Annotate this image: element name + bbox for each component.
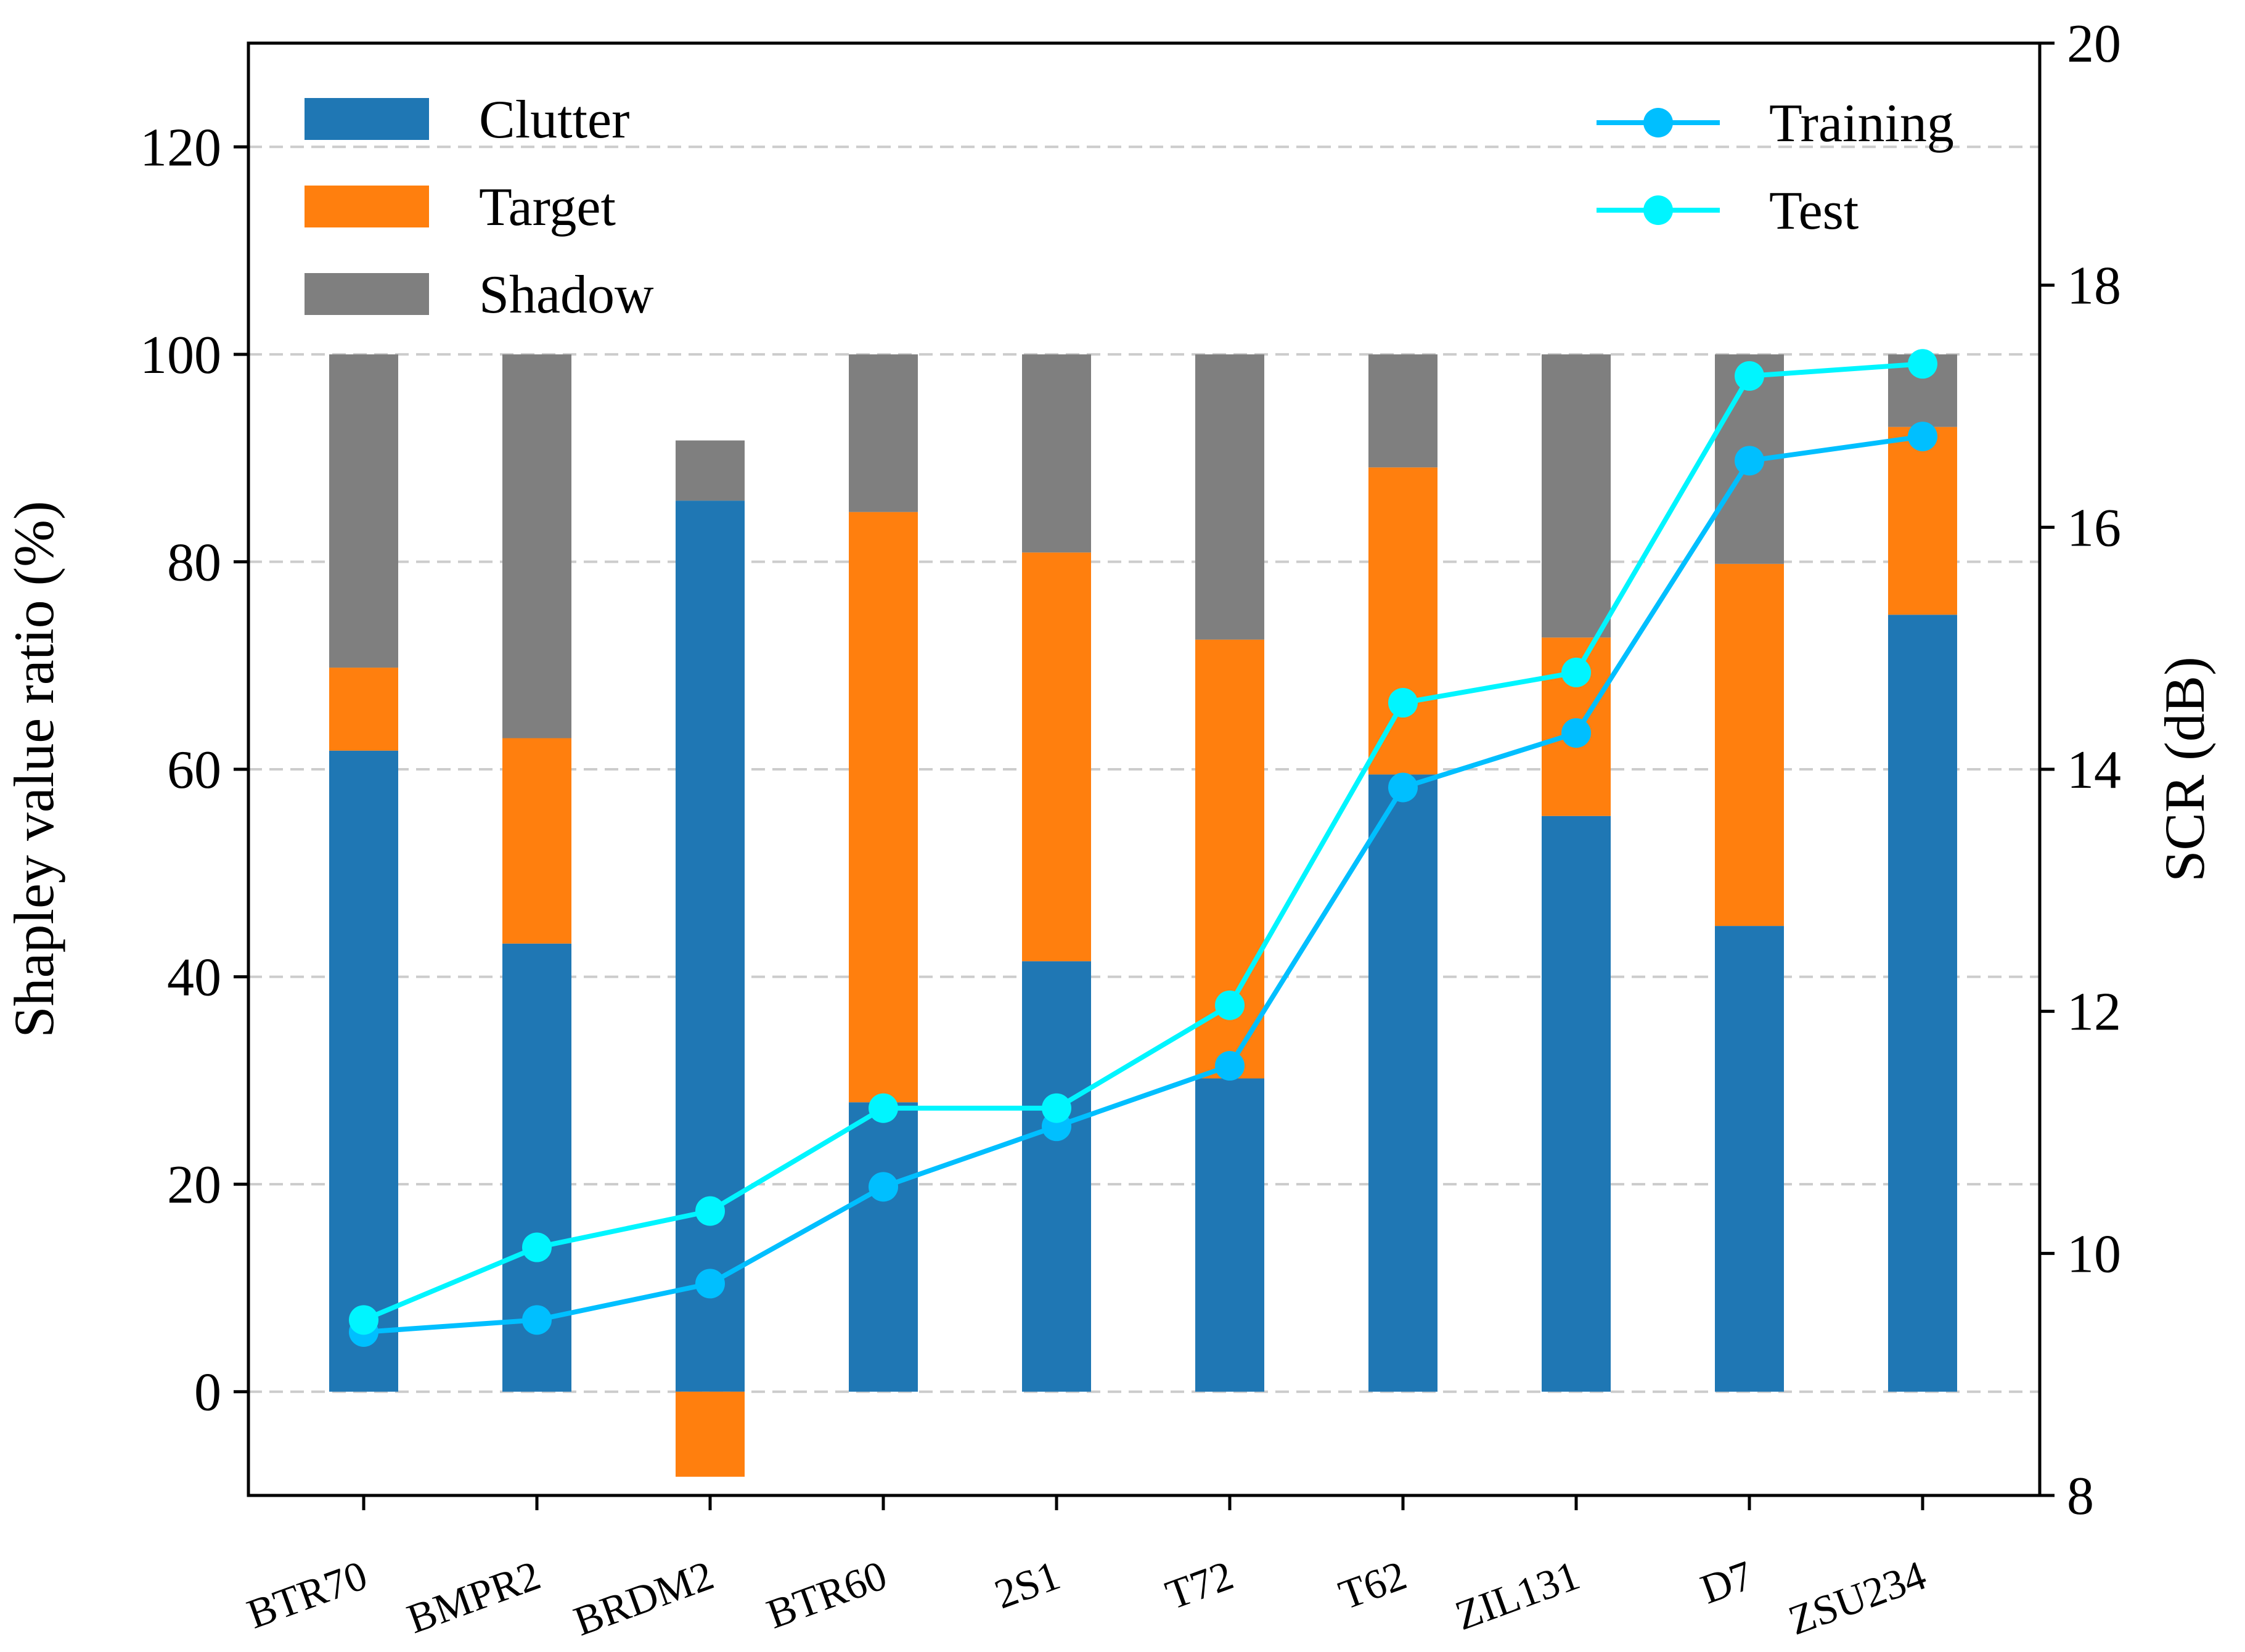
marker-test-zil131 [1561,657,1591,687]
legend-layer: Clutter Target Shadow Training Test [305,90,1954,325]
marker-test-btr70 [349,1305,378,1335]
legend-swatch-clutter [305,98,429,140]
marker-training-btr60 [869,1172,898,1202]
legend-marker-training [1643,108,1673,137]
bar-clutter-d7 [1715,926,1784,1392]
bar-clutter-t62 [1368,774,1437,1392]
marker-training-t62 [1388,772,1418,803]
bar-target-btr60 [849,512,918,1103]
bar-target-zsu234 [1888,427,1957,615]
x-tick-label: ZIL131 [1449,1552,1585,1639]
legend-label-clutter: Clutter [479,90,629,150]
bar-target-brdm2 [676,1391,745,1477]
x-tick-label: BRDM2 [568,1552,719,1645]
y-tick-label: 120 [140,118,221,178]
marker-training-zsu234 [1908,422,1937,452]
marker-test-d7 [1735,361,1764,391]
bar-shadow-bmpr2 [502,354,571,738]
marker-test-bmpr2 [522,1232,552,1262]
line-test [362,361,1923,1323]
bar-clutter-brdm2 [676,501,745,1392]
bar-shadow-t72 [1195,354,1264,640]
marker-training-t72 [1215,1051,1245,1081]
marker-training-bmpr2 [522,1305,552,1335]
x-tick-label: ZSU234 [1783,1552,1932,1644]
legend-label-test: Test [1769,181,1859,241]
y2-tick-label: 18 [2067,256,2121,316]
marker-training-zil131 [1561,718,1591,748]
bar-shadow-btr70 [329,354,398,668]
marker-training-d7 [1735,446,1764,476]
bar-target-d7 [1715,563,1784,926]
marker-test-brdm2 [695,1196,725,1226]
marker-test-2s1 [1042,1093,1071,1123]
x-tick-label: BTR70 [241,1552,373,1638]
y-tick-label: 100 [140,325,221,385]
legend-label-training: Training [1769,94,1954,153]
y2-tick-label: 20 [2067,14,2121,74]
bar-target-bmpr2 [502,738,571,944]
y2-tick-label: 14 [2067,740,2121,800]
y-tick-label: 40 [167,948,221,1008]
line-training [363,434,1923,1335]
legend-label-target: Target [479,178,616,237]
bar-shadow-zil131 [1542,354,1611,638]
lines-layer [349,349,1937,1347]
x-tick-label: BTR60 [761,1552,893,1638]
bar-clutter-t72 [1195,1078,1264,1392]
x-tick-label: D7 [1695,1552,1759,1613]
marker-training-brdm2 [695,1269,725,1299]
legend-swatch-shadow [305,273,429,315]
y-axis-title: Shapley value ratio (%) [2,501,65,1037]
legend-marker-test [1643,195,1673,225]
bar-shadow-2s1 [1022,354,1091,553]
y-tick-label: 20 [167,1155,221,1215]
x-tick-label: T62 [1333,1552,1412,1619]
bar-shadow-brdm2 [676,440,745,501]
bar-clutter-zil131 [1542,816,1611,1392]
bar-clutter-btr60 [849,1102,918,1392]
y2-axis-title: SCR (dB) [2153,656,2216,882]
bar-shadow-btr60 [849,354,918,512]
legend-label-shadow: Shadow [479,265,654,325]
bar-clutter-2s1 [1022,961,1091,1392]
y2-tick-label: 16 [2067,498,2121,558]
marker-test-btr60 [869,1093,898,1123]
y-tick-label: 80 [167,533,221,592]
marker-test-t72 [1215,990,1245,1020]
bar-target-btr70 [329,668,398,751]
bars-layer [329,354,1957,1477]
y2-tick-label: 8 [2067,1466,2094,1526]
bar-target-2s1 [1022,552,1091,962]
bar-clutter-btr70 [329,750,398,1392]
bar-target-t62 [1368,467,1437,775]
bar-clutter-zsu234 [1888,615,1957,1392]
legend-swatch-target [305,186,429,227]
y2-tick-label: 10 [2067,1224,2121,1284]
marker-test-zsu234 [1908,349,1937,379]
bar-shadow-t62 [1368,354,1437,468]
y-tick-label: 0 [194,1363,221,1423]
x-tick-label: T72 [1159,1552,1239,1619]
x-tick-label: 2S1 [989,1552,1066,1618]
y-tick-label: 60 [167,740,221,800]
marker-test-t62 [1388,688,1418,718]
y2-tick-label: 12 [2067,983,2121,1042]
x-tick-label: BMPR2 [401,1552,547,1643]
